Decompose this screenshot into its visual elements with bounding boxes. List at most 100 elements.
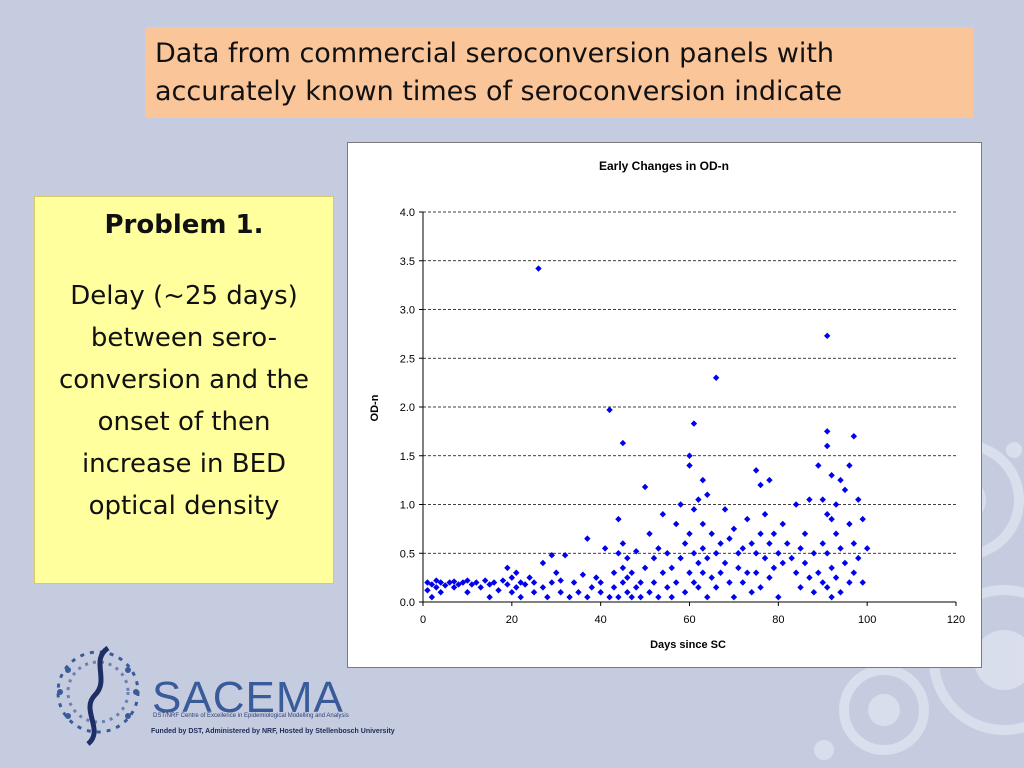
data-point: [655, 593, 662, 601]
data-point: [544, 593, 551, 601]
data-point: [641, 483, 649, 491]
data-point: [646, 589, 653, 596]
x-tick-label: 80: [772, 614, 784, 626]
data-point: [766, 574, 773, 581]
data-point: [730, 525, 738, 533]
data-point: [610, 569, 618, 576]
data-point: [477, 584, 484, 591]
data-point: [726, 535, 733, 542]
data-point: [850, 540, 858, 547]
y-tick-label: 1.0: [400, 500, 415, 512]
data-point: [775, 550, 782, 557]
data-point: [708, 530, 715, 537]
data-point: [424, 587, 431, 594]
y-tick-label: 1.5: [400, 451, 415, 463]
data-point: [819, 540, 826, 547]
data-point: [566, 593, 573, 601]
y-axis-label: OD-n: [369, 394, 381, 421]
logo-name: SACEMA: [152, 673, 344, 722]
data-point: [690, 506, 698, 513]
data-point: [801, 530, 809, 537]
data-point: [695, 584, 702, 591]
data-point: [819, 496, 826, 503]
data-point: [659, 511, 667, 518]
data-point: [677, 501, 684, 508]
data-point: [601, 545, 609, 552]
data-point: [570, 579, 578, 586]
data-point: [841, 486, 849, 494]
data-point: [615, 593, 622, 601]
data-point: [686, 462, 693, 469]
data-point: [832, 574, 840, 581]
data-point: [712, 584, 720, 591]
data-point: [650, 554, 658, 562]
data-point: [832, 501, 840, 508]
data-point: [499, 577, 507, 584]
data-point: [748, 540, 755, 547]
data-point: [637, 593, 644, 601]
sacema-logo: [56, 645, 140, 746]
data-point: [801, 559, 809, 567]
data-point: [730, 593, 738, 601]
data-point: [495, 587, 502, 594]
data-point: [704, 554, 711, 562]
data-point: [437, 579, 444, 586]
data-point: [681, 589, 689, 596]
data-point: [739, 579, 746, 586]
data-point: [837, 589, 844, 596]
data-point: [806, 496, 813, 503]
data-point: [708, 574, 715, 581]
data-point: [646, 530, 653, 537]
data-point: [672, 579, 680, 586]
data-point: [757, 530, 764, 537]
data-point: [561, 552, 569, 559]
data-point: [584, 593, 591, 601]
data-point: [517, 593, 524, 601]
data-point: [837, 476, 844, 484]
data-point: [855, 496, 862, 503]
data-point: [770, 530, 778, 537]
data-point: [650, 579, 658, 586]
data-point: [539, 559, 547, 567]
x-tick-label: 100: [858, 614, 876, 626]
scatter-chart: Early Changes in OD-n Days since SC OD-n…: [369, 159, 965, 651]
data-point: [806, 574, 813, 581]
chart-frame: Early Changes in OD-n Days since SC OD-n…: [347, 142, 982, 668]
data-point: [863, 545, 871, 552]
data-point: [850, 433, 858, 440]
data-point: [748, 589, 755, 596]
data-point: [513, 584, 520, 591]
data-point: [823, 332, 831, 340]
data-point: [686, 530, 693, 537]
data-point: [606, 406, 613, 414]
data-point: [428, 593, 436, 601]
data-point: [628, 569, 635, 576]
data-point: [717, 569, 724, 576]
data-point: [775, 593, 782, 601]
data-point: [704, 593, 711, 601]
x-tick-label: 120: [947, 614, 965, 626]
data-point: [610, 584, 618, 591]
data-point: [641, 564, 649, 572]
data-point: [779, 520, 786, 528]
data-point: [846, 579, 853, 586]
data-point: [624, 589, 631, 596]
data-point: [521, 581, 529, 588]
data-point: [504, 581, 511, 588]
data-point: [699, 476, 707, 484]
data-point: [823, 442, 831, 450]
data-point: [548, 579, 556, 586]
data-point: [628, 593, 635, 601]
data-point: [792, 501, 800, 508]
data-point: [588, 584, 595, 591]
data-point: [615, 550, 622, 557]
problem-heading: Problem 1.: [104, 210, 264, 240]
logo-funding: Funded by DST, Administered by NRF, Host…: [151, 728, 395, 735]
data-point: [788, 554, 795, 562]
data-points: [424, 265, 871, 601]
data-point: [841, 559, 849, 567]
data-point: [668, 593, 675, 601]
data-point: [655, 545, 662, 552]
data-point: [752, 550, 760, 557]
data-point: [810, 550, 818, 557]
